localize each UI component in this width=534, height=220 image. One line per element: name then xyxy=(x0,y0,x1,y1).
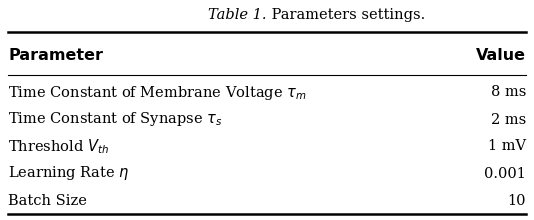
Text: Threshold $V_{th}$: Threshold $V_{th}$ xyxy=(8,137,109,156)
Text: Learning Rate $\eta$: Learning Rate $\eta$ xyxy=(8,165,129,183)
Text: Batch Size: Batch Size xyxy=(8,194,87,207)
Text: Time Constant of Membrane Voltage $\tau_m$: Time Constant of Membrane Voltage $\tau_… xyxy=(8,84,307,101)
Text: Value: Value xyxy=(476,48,526,64)
Text: Time Constant of Synapse $\tau_s$: Time Constant of Synapse $\tau_s$ xyxy=(8,110,223,128)
Text: 1 mV: 1 mV xyxy=(488,139,526,154)
Text: 0.001: 0.001 xyxy=(484,167,526,180)
Text: 10: 10 xyxy=(507,194,526,207)
Text: Parameter: Parameter xyxy=(8,48,103,64)
Text: Table 1.: Table 1. xyxy=(208,8,267,22)
Text: 8 ms: 8 ms xyxy=(491,86,526,99)
Text: Parameters settings.: Parameters settings. xyxy=(267,8,425,22)
Text: 2 ms: 2 ms xyxy=(491,112,526,126)
